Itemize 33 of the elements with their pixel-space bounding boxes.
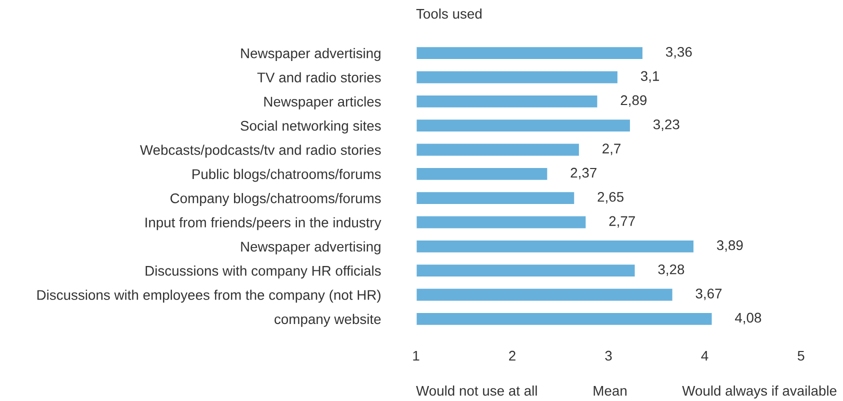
y-tick-label: Newspaper advertising (241, 241, 380, 254)
text: Would not use at all (416, 386, 537, 396)
data-label: 3,89 (716, 240, 743, 252)
y-tick-label: company website (274, 314, 381, 327)
y-tick-label: Company blogs/chatrooms/forums (170, 193, 381, 206)
y-tick-label: Input from friends/peers in the industry (146, 217, 382, 230)
data-label: 2,77 (609, 216, 635, 228)
data-label: 2,7 (602, 144, 620, 156)
y-tick-label: TV and radio stories (257, 72, 381, 82)
y-tick-label: Newspaper advertising (241, 48, 380, 61)
data-label: 3,36 (666, 46, 692, 58)
data-label: 3,23 (653, 119, 680, 131)
y-tick-label: Discussions with employees from the company (not HR) (37, 290, 380, 303)
y-tick-label: Discussions with company HR officials (146, 266, 381, 278)
data-label: 3,67 (696, 288, 722, 300)
text: Would always if available (682, 386, 836, 398)
x-tick-label: 3 (605, 350, 612, 361)
chart-title: Tools used (416, 8, 482, 19)
x-tick-label: 1 (413, 350, 420, 361)
y-tick-label: Public blogs/chatrooms/forums (192, 168, 381, 182)
text: Mean (594, 386, 626, 396)
data-label: 2,65 (598, 192, 624, 204)
y-tick-label: Webcasts/podcasts/tv and radio stories (140, 144, 381, 158)
data-label: 4,08 (734, 312, 762, 324)
data-label: 2,37 (570, 168, 596, 180)
data-label: 2,89 (620, 95, 647, 107)
x-tick-label: 4 (701, 350, 708, 361)
x-tick-label: 5 (798, 350, 804, 361)
y-tick-label: Social networking sites (240, 120, 381, 134)
data-label: 3,28 (658, 264, 684, 276)
x-tick-label: 2 (509, 350, 516, 361)
y-tick-label: Newspaper articles (264, 96, 381, 110)
data-label: 3,1 (640, 71, 659, 83)
